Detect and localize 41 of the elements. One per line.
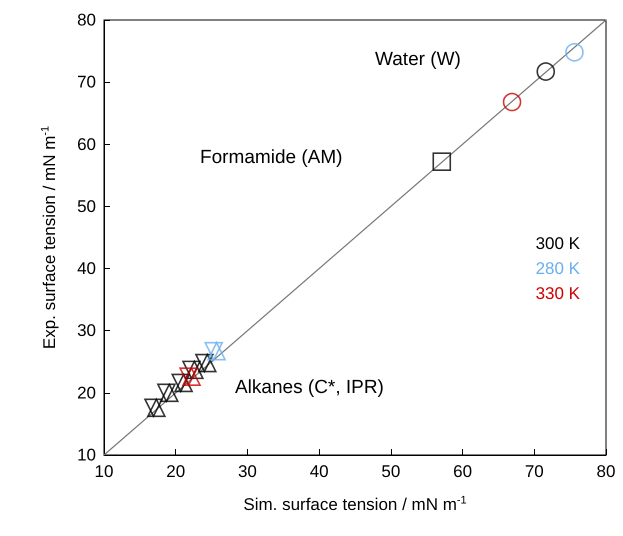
y-tick-label: 50 bbox=[77, 196, 96, 216]
point bbox=[502, 92, 522, 112]
point bbox=[144, 398, 163, 418]
point bbox=[182, 360, 201, 380]
y-tick-label: 40 bbox=[77, 259, 96, 278]
point bbox=[157, 384, 176, 402]
text: 330 K bbox=[536, 284, 581, 303]
point bbox=[207, 342, 226, 361]
x-tick-label: 80 bbox=[596, 462, 616, 481]
point bbox=[171, 374, 190, 392]
x-tick-label: 30 bbox=[238, 462, 257, 481]
point bbox=[160, 384, 179, 402]
point bbox=[182, 367, 201, 386]
x-tick-label: 50 bbox=[381, 462, 400, 481]
y-tick-label: 80 bbox=[77, 10, 96, 30]
point bbox=[185, 360, 204, 380]
text: 280 K bbox=[536, 259, 581, 278]
point bbox=[179, 367, 198, 386]
point bbox=[204, 342, 224, 361]
annotation: Alkanes (C*, IPR) bbox=[235, 377, 384, 398]
point bbox=[536, 62, 556, 81]
y-tick-label: 70 bbox=[77, 72, 96, 92]
y-tick-label: 10 bbox=[77, 446, 96, 464]
annotation: Formamide (AM) bbox=[200, 147, 343, 168]
x-tick-label: 40 bbox=[310, 462, 329, 481]
x-tick-label: 20 bbox=[166, 462, 186, 481]
point bbox=[147, 398, 166, 418]
y-tick-label: 60 bbox=[77, 134, 96, 154]
annotation: Water (W) bbox=[375, 49, 461, 70]
x-tick-label: 60 bbox=[453, 462, 472, 481]
x-tick-label: 70 bbox=[524, 462, 544, 481]
point bbox=[198, 354, 217, 372]
y-axis-title: Exp. surface tension / mN m-1 bbox=[40, 126, 59, 350]
point bbox=[565, 43, 584, 62]
point bbox=[432, 152, 452, 171]
y-tick-label: 20 bbox=[77, 383, 96, 402]
y-tick-label: 30 bbox=[77, 321, 96, 340]
text: 300 K bbox=[536, 234, 581, 253]
point bbox=[195, 354, 214, 372]
point bbox=[174, 374, 193, 392]
x-tick-label: 10 bbox=[94, 462, 114, 481]
